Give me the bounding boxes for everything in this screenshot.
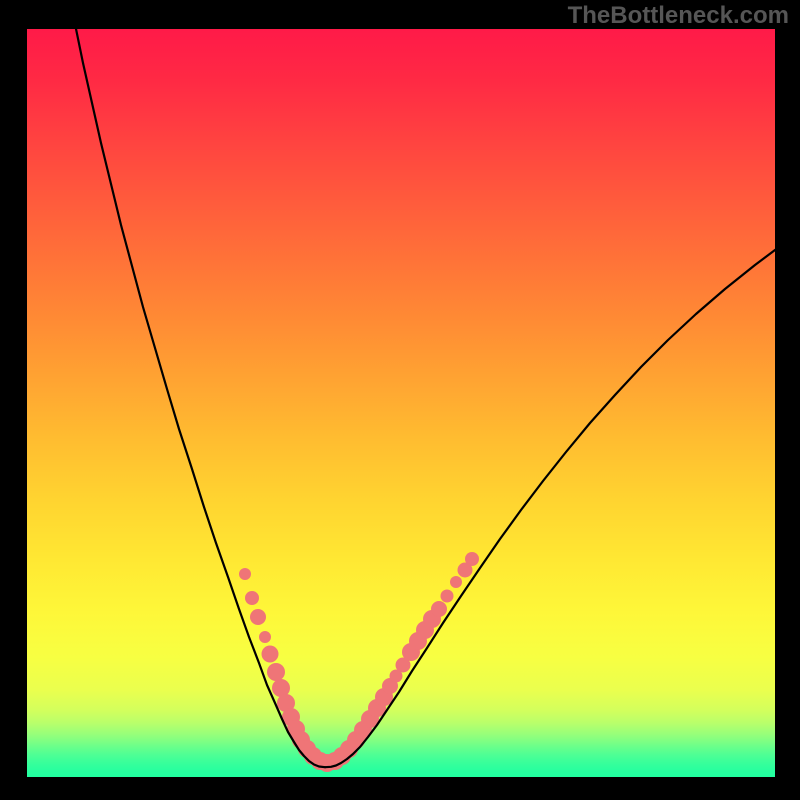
plot-area xyxy=(27,29,775,777)
curve-marker xyxy=(441,590,454,603)
curve-marker xyxy=(245,591,259,605)
curve-marker xyxy=(431,601,447,617)
chart-svg xyxy=(27,29,775,777)
curve-marker xyxy=(259,631,271,643)
curve-marker xyxy=(262,646,279,663)
curve-marker xyxy=(465,552,479,566)
curve-marker xyxy=(267,663,285,681)
curve-marker xyxy=(250,609,266,625)
watermark-label: TheBottleneck.com xyxy=(568,2,789,30)
curve-markers xyxy=(239,552,479,772)
curve-marker xyxy=(239,568,251,580)
curve-marker xyxy=(450,576,462,588)
curve-left-branch xyxy=(75,29,325,767)
